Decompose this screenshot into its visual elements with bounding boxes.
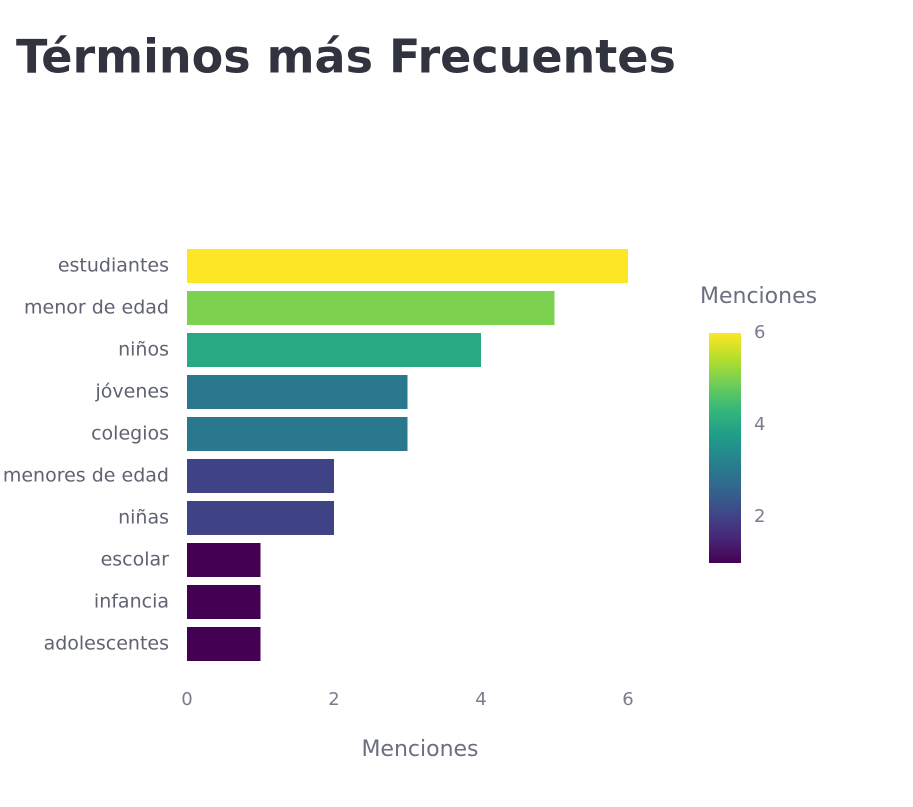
x-tick-label: 4 [475,689,486,710]
bar [187,585,261,619]
page-title: Términos más Frecuentes [16,30,676,84]
bar [187,333,481,367]
x-tick-label: 6 [622,689,633,710]
bar [187,501,334,535]
colorbar-tick-label: 6 [754,322,765,343]
bar [187,543,261,577]
y-tick-label: jóvenes [95,381,169,403]
y-tick-label: escolar [101,549,170,571]
y-tick-label: infancia [94,591,169,613]
y-tick-label: adolescentes [44,633,169,655]
bar [187,291,555,325]
x-tick-label: 0 [181,689,192,710]
x-axis-title: Menciones [361,737,478,762]
y-tick-label: niños [118,339,169,361]
bar [187,417,408,451]
bar [187,627,261,661]
colorbar [709,333,741,563]
colorbar-title: Menciones [700,284,817,309]
y-tick-label: estudiantes [58,255,169,277]
y-tick-label: colegios [91,423,169,445]
y-tick-label: menor de edad [24,297,169,319]
colorbar-tick-label: 4 [754,414,765,435]
bar [187,459,334,493]
bar [187,249,628,283]
y-tick-label: menores de edad [3,465,169,487]
colorbar-tick-label: 2 [754,506,765,527]
x-tick-label: 2 [328,689,339,710]
bar [187,375,408,409]
y-tick-label: niñas [118,507,169,529]
